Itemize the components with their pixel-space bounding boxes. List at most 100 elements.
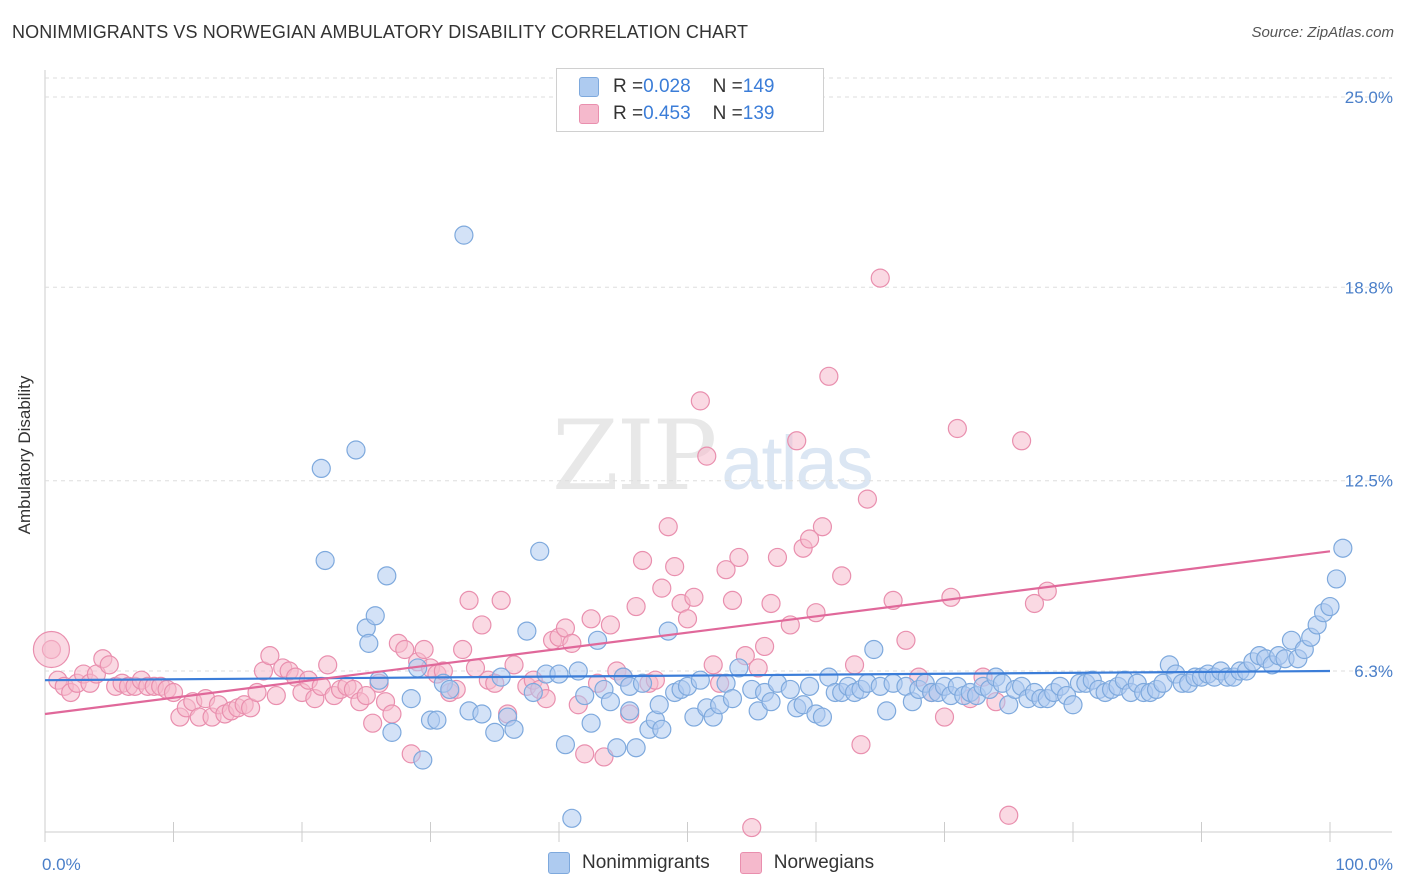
norwegians-point	[690, 391, 710, 411]
norwegians-point	[999, 805, 1019, 825]
norwegians-point	[806, 603, 826, 623]
nonimmigrants-point	[346, 440, 366, 460]
nonimmigrants-point	[530, 541, 550, 561]
norwegians-point	[395, 639, 415, 660]
nonimmigrants-point	[523, 682, 543, 703]
nonimmigrants-point	[649, 695, 669, 715]
legend-r-value: 0.453	[643, 103, 691, 124]
norwegians-point	[767, 547, 788, 568]
norwegians-point	[266, 685, 286, 706]
watermark: ZIPatlas	[552, 400, 874, 512]
nonimmigrants-point	[311, 458, 331, 479]
legend-swatch-blue	[579, 77, 599, 97]
nonimmigrants-point	[377, 566, 397, 586]
nonimmigrants-point	[575, 685, 595, 706]
y-tick-label: 18.8%	[1345, 278, 1393, 297]
bottom-legend-label: Nonimmigrants	[582, 852, 710, 873]
norwegians-point	[658, 517, 678, 537]
norwegians-point	[787, 431, 807, 451]
nonimmigrants-point	[369, 670, 389, 690]
norwegians-point	[414, 639, 434, 660]
nonimmigrants-point	[440, 679, 460, 700]
nonimmigrants-point	[382, 722, 402, 742]
norwegians-point	[632, 550, 653, 571]
legend-n-label: N =	[712, 103, 743, 124]
norwegians-point	[382, 704, 402, 724]
nonimmigrants-point	[504, 719, 524, 739]
legend-swatch-pink	[579, 104, 599, 124]
bottom-legend-label: Norwegians	[773, 852, 875, 873]
nonimmigrants-point	[359, 633, 379, 653]
nonimmigrants-point	[658, 621, 678, 641]
nonimmigrants-point	[413, 750, 433, 770]
nonimmigrants-point	[812, 707, 833, 727]
norwegians-point	[742, 817, 762, 838]
nonimmigrants-point	[485, 722, 505, 742]
norwegians-point	[832, 566, 852, 586]
nonimmigrants-point	[632, 673, 653, 693]
legend-r-value: 0.028	[643, 76, 691, 97]
bottom-legend-swatch-blue	[548, 852, 570, 874]
norwegians-point	[459, 590, 479, 611]
y-tick-label: 6.3%	[1354, 662, 1393, 681]
nonimmigrants-point	[780, 679, 800, 700]
nonimmigrants-point	[722, 689, 743, 709]
norwegians-point	[870, 268, 890, 288]
nonimmigrants-trend-line	[44, 669, 1331, 682]
norwegians-point	[851, 735, 871, 755]
norwegians-point	[491, 590, 511, 611]
norwegians-point	[754, 636, 775, 657]
norwegians-point	[575, 744, 595, 764]
legend-n-label: N =	[712, 76, 743, 97]
norwegians-point	[504, 655, 524, 675]
nonimmigrants-point	[864, 639, 884, 660]
nonimmigrants-point	[1063, 695, 1083, 715]
norwegians-point	[812, 517, 833, 537]
norwegians-point	[799, 529, 820, 549]
norwegians-point	[472, 615, 492, 635]
norwegians-point	[883, 590, 903, 611]
bottom-legend-nonimmigrants: Nonimmigrants	[548, 852, 710, 874]
chart-title: NONIMMIGRANTS VS NORWEGIAN AMBULATORY DI…	[12, 22, 749, 42]
nonimmigrants-point	[427, 710, 447, 730]
x-tick-label: 0.0%	[42, 855, 81, 874]
norwegians-point	[677, 609, 698, 629]
nonimmigrants-point	[652, 719, 672, 739]
norwegians-point	[896, 630, 916, 650]
legend-row-nonimmigrants: R = 0.028 N = 149	[579, 76, 774, 98]
norwegians-point	[947, 418, 967, 439]
nonimmigrants-point	[562, 808, 582, 828]
norwegians-point	[600, 615, 621, 635]
nonimmigrants-point	[607, 738, 627, 758]
nonimmigrants-point	[549, 664, 569, 684]
norwegians-point	[684, 587, 704, 607]
y-tick-label: 25.0%	[1345, 88, 1393, 107]
nonimmigrants-point	[877, 701, 897, 721]
norwegians-point	[260, 646, 280, 666]
legend: R = 0.028 N = 149 R = 0.453 N = 139	[556, 68, 824, 132]
norwegians-point	[819, 366, 839, 386]
nonimmigrants-point	[799, 676, 820, 696]
x-tick-label: 100.0%	[1335, 855, 1393, 874]
nonimmigrants-point	[1326, 569, 1347, 589]
norwegians-point	[562, 633, 582, 653]
nonimmigrants-point	[401, 689, 421, 709]
nonimmigrants-point	[626, 738, 646, 758]
nonimmigrants-point	[315, 550, 335, 571]
watermark-zip: ZIP	[552, 400, 717, 512]
nonimmigrants-point	[1320, 596, 1340, 617]
norwegians-point	[356, 685, 376, 706]
norwegians-point	[729, 547, 749, 568]
nonimmigrants-point	[555, 735, 576, 755]
norwegians-point	[581, 609, 601, 629]
legend-r-label: R =	[613, 103, 644, 124]
norwegians-trend-line	[44, 550, 1331, 716]
legend-n-value: 139	[742, 103, 775, 124]
legend-row-norwegians: R = 0.453 N = 139	[579, 103, 774, 125]
bottom-legend-norwegians: Norwegians	[739, 852, 875, 874]
nonimmigrants-point	[600, 692, 621, 712]
legend-r-label: R =	[613, 76, 644, 97]
y-tick-label: 12.5%	[1345, 472, 1393, 491]
norwegians-point	[363, 713, 383, 733]
norwegians-point	[703, 655, 723, 675]
